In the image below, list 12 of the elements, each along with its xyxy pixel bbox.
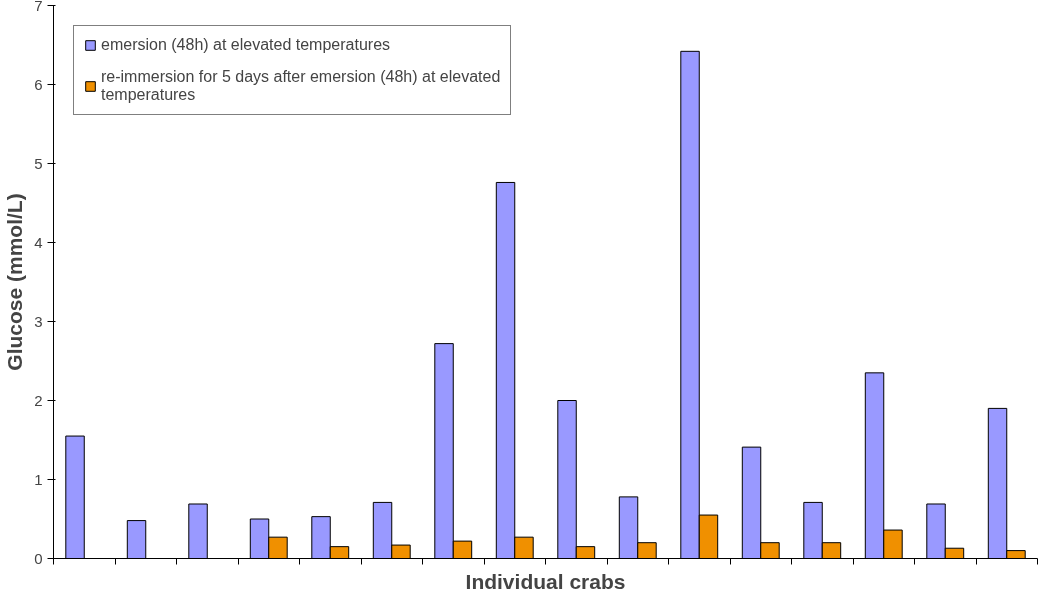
y-tick-label: 4 [34,233,43,251]
y-tick-label: 6 [34,75,43,93]
y-tick-label: 3 [34,312,43,330]
legend-label: emersion (48h) at elevated temperatures [101,36,391,54]
y-axis-title: Glucose (mmol/L) [3,193,27,371]
legend-label: re-immersion for 5 days after emersion (48h) at elevated temperatures [101,68,501,104]
y-tick-label: 7 [34,0,43,14]
y-tick-label: 0 [34,549,43,567]
x-axis-title: Individual crabs [465,569,626,593]
y-tick-label: 5 [34,154,43,172]
y-tick-label: 2 [34,391,43,409]
y-tick-label: 1 [34,470,43,488]
